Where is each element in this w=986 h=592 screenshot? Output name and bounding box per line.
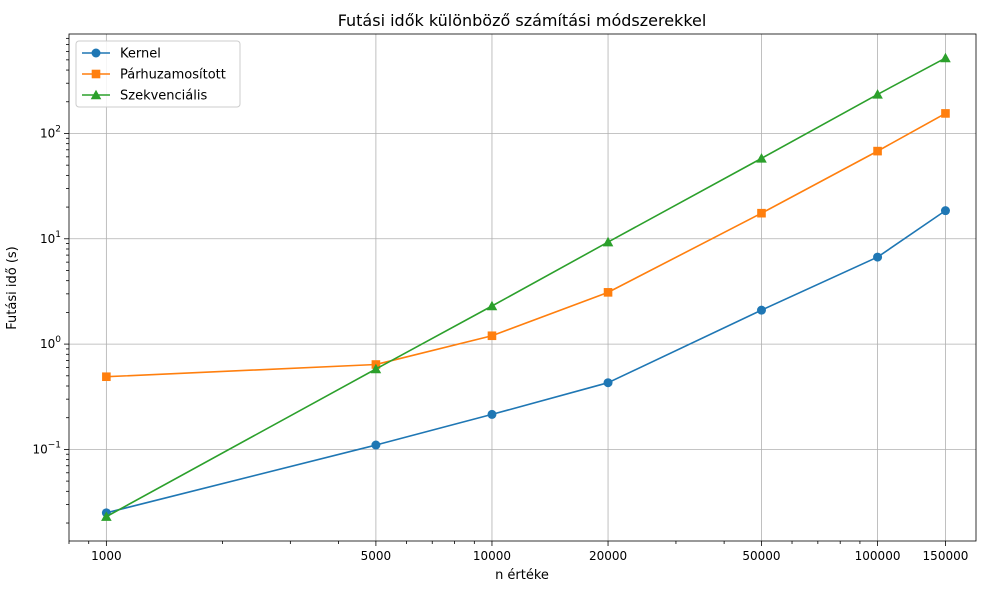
data-point <box>487 331 497 341</box>
series-2 <box>101 52 951 521</box>
y-tick-label: 101 <box>40 230 61 246</box>
x-axis-ticks: 1000 5000 10000 20000 50000 100000 150000 <box>91 541 968 563</box>
data-point <box>940 52 951 63</box>
data-point <box>371 440 381 450</box>
legend: Kernel Párhuzamosított Szekvenciális <box>75 40 241 108</box>
data-point <box>757 208 766 218</box>
grid <box>69 34 976 541</box>
x-tick-label: 10000 <box>473 549 511 563</box>
data-point <box>603 288 613 297</box>
legend-item: Párhuzamosított <box>82 68 226 83</box>
y-axis-ticks: 10−1 100 101 102 <box>32 124 69 456</box>
y-axis-label: Futási idő (s) <box>5 246 20 329</box>
plot-frame <box>68 33 977 542</box>
minor-ticks <box>66 37 861 544</box>
x-tick-label: 150000 <box>923 549 969 563</box>
x-tick-label: 1000 <box>91 549 122 563</box>
legend-marker <box>91 48 101 58</box>
data-point <box>756 305 766 315</box>
legend-label: Kernel <box>120 47 161 62</box>
series-layer <box>101 52 951 521</box>
legend-marker <box>91 69 101 79</box>
y-tick-label: 100 <box>40 335 61 351</box>
x-tick-label: 50000 <box>742 549 780 563</box>
series-0 <box>101 206 950 518</box>
data-point <box>941 109 950 118</box>
data-point <box>873 146 882 156</box>
data-point <box>370 363 382 374</box>
x-tick-label: 100000 <box>855 549 901 563</box>
data-point <box>102 372 111 382</box>
x-tick-label: 20000 <box>589 549 627 563</box>
data-point <box>101 511 112 521</box>
data-point <box>756 153 767 163</box>
y-tick-label: 102 <box>40 124 61 140</box>
data-point <box>873 252 883 262</box>
chart-title: Futási idők különböző számítási módszere… <box>338 11 707 30</box>
legend-item: Szekvenciális <box>82 89 207 104</box>
x-tick-label: 5000 <box>361 549 392 563</box>
x-axis-label: n értéke <box>495 568 549 583</box>
data-point <box>603 378 613 388</box>
legend-marker <box>90 89 102 100</box>
y-tick-label: 10−1 <box>32 440 61 456</box>
data-point <box>872 89 883 99</box>
data-point <box>602 236 614 247</box>
data-point <box>940 206 950 216</box>
legend-box <box>75 40 241 108</box>
data-point <box>487 409 497 419</box>
legend-item: Kernel <box>82 47 161 62</box>
legend-label: Párhuzamosított <box>120 68 226 83</box>
legend-label: Szekvenciális <box>120 89 207 104</box>
data-point <box>486 300 498 311</box>
